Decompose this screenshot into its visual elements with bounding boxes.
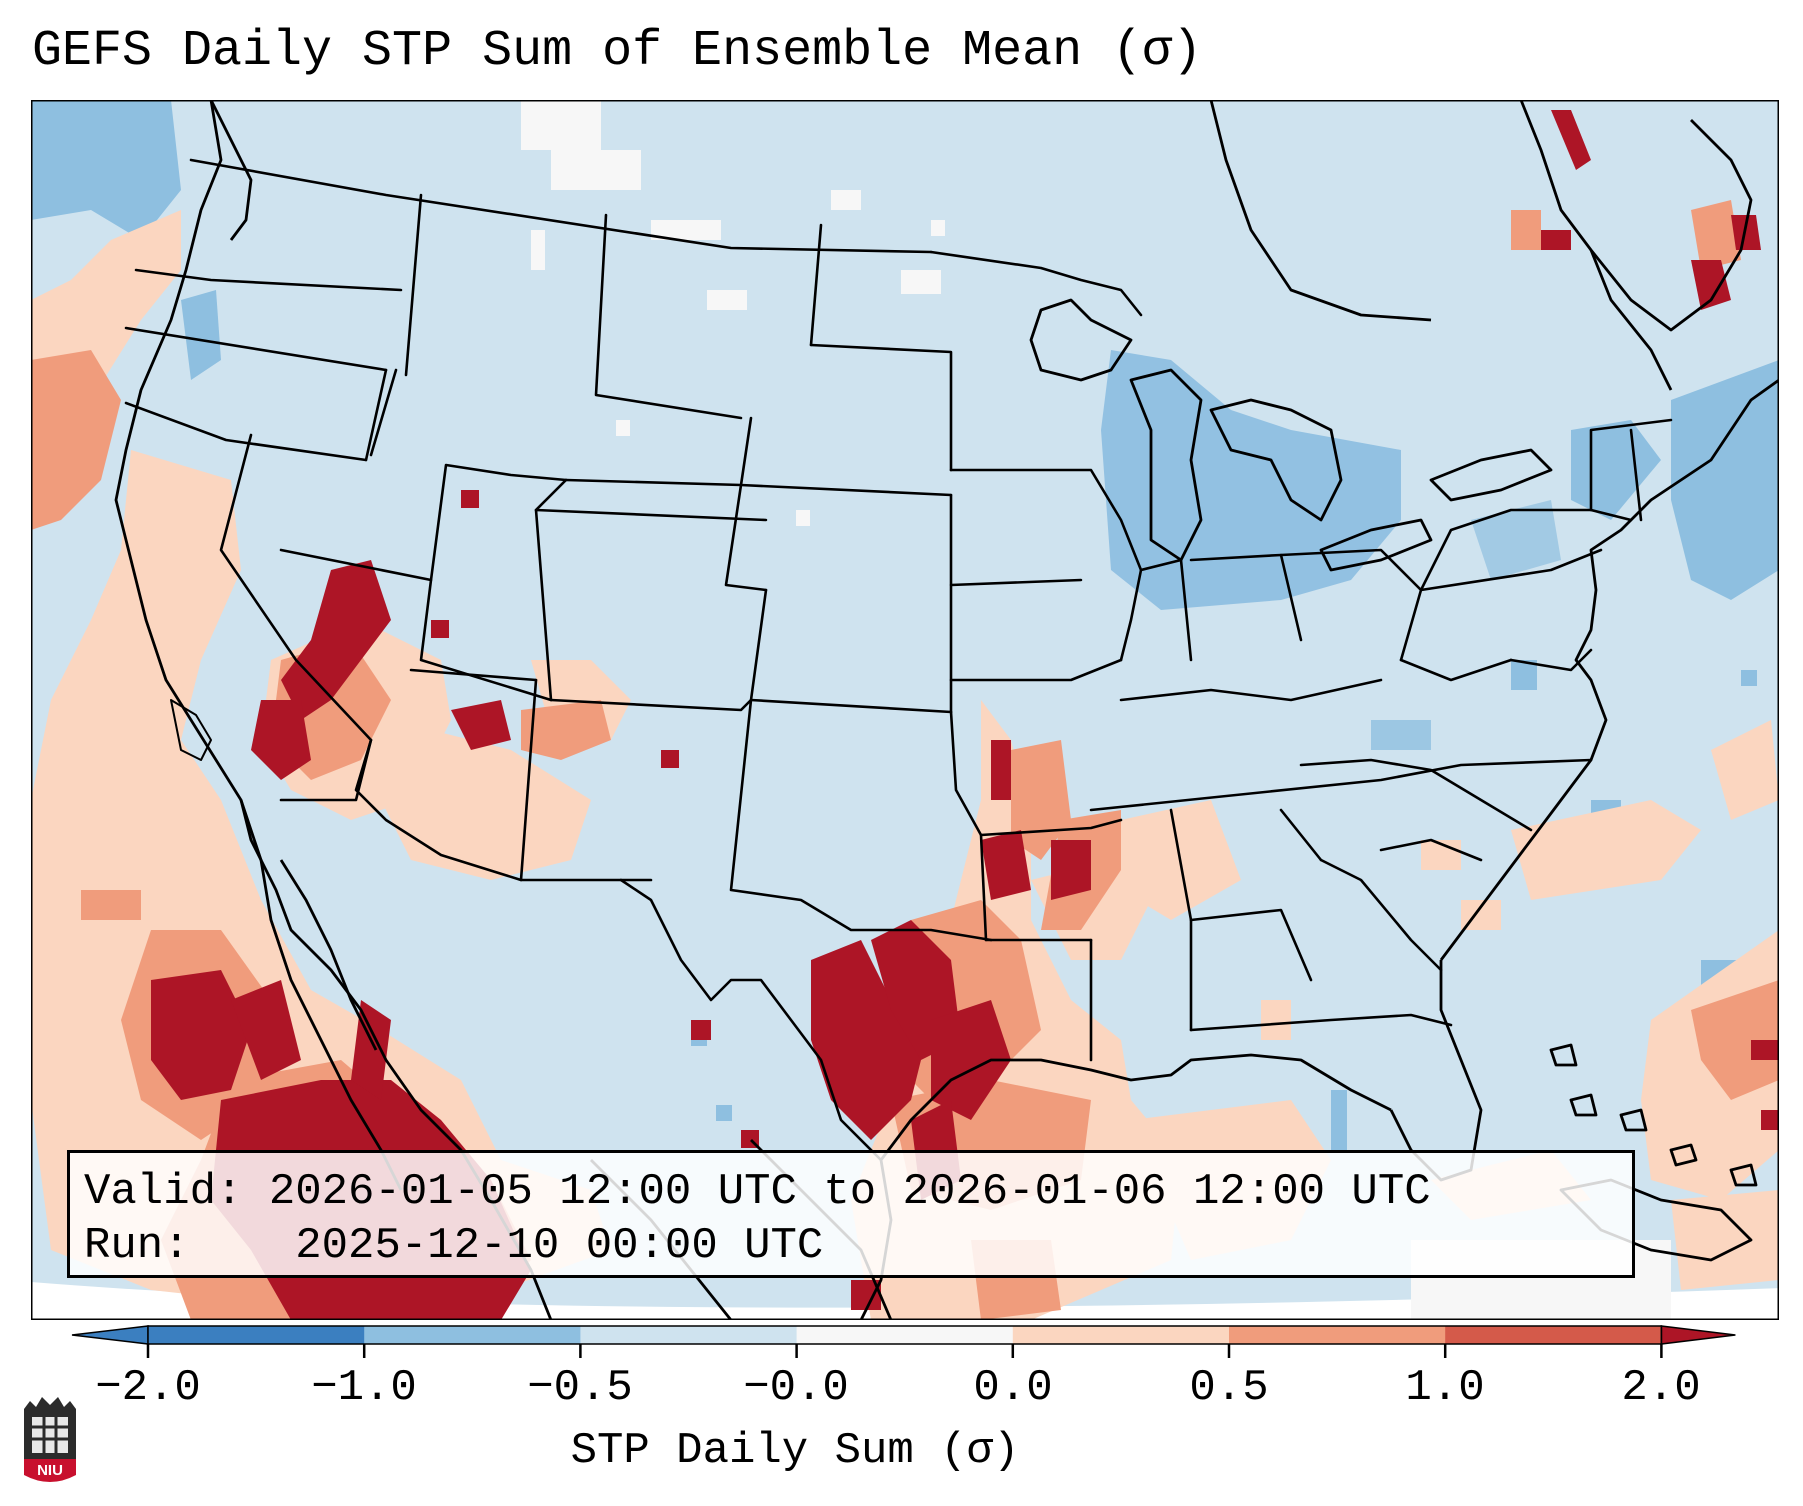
colorbar-tick: 0.0 <box>973 1363 1053 1413</box>
colorbar-tick: −0.0 <box>743 1363 849 1413</box>
colorbar-segment <box>1445 1326 1662 1344</box>
colorbar-tick: 2.0 <box>1621 1363 1701 1413</box>
valid-run-info: Valid: 2026-01-05 12:00 UTC to 2026-01-0… <box>67 1150 1635 1278</box>
state-boundaries <box>124 158 1673 1162</box>
colorbar-label: STP Daily Sum (σ) <box>570 1426 1020 1476</box>
run-value: 2025-12-10 00:00 UTC <box>295 1221 824 1271</box>
colorbar-segment <box>148 1326 365 1344</box>
colorbar-segment <box>580 1326 798 1344</box>
colorbar-segment <box>1012 1326 1230 1344</box>
run-label: Run: <box>84 1221 190 1271</box>
colorbar-extend-low <box>71 1325 149 1345</box>
negative-anomalies <box>31 100 1779 1150</box>
chart-title: GEFS Daily STP Sum of Ensemble Mean (σ) <box>32 23 1203 80</box>
niu-logo: NIU <box>24 1397 76 1482</box>
valid-value: 2026-01-05 12:00 UTC to 2026-01-06 12:00… <box>268 1167 1431 1217</box>
valid-label: Valid: <box>84 1167 243 1217</box>
logo-shield <box>24 1459 76 1482</box>
colorbar-segment <box>1229 1326 1446 1344</box>
stp-map <box>31 100 1779 1320</box>
colorbar-frame <box>147 1325 1663 1345</box>
logo-text: NIU <box>37 1462 63 1479</box>
colorbar <box>71 1325 1736 1358</box>
coastlines <box>114 100 1779 1320</box>
colorbar-tick: −2.0 <box>95 1363 201 1413</box>
colorbar-segment <box>796 1326 1014 1344</box>
colorbar-tick: −0.5 <box>527 1363 633 1413</box>
colorbar-segment <box>364 1326 581 1344</box>
colorbar-tick: 0.5 <box>1189 1363 1269 1413</box>
colorbar-extend-high <box>1660 1325 1736 1345</box>
colorbar-tick: 1.0 <box>1405 1363 1485 1413</box>
colorbar-tick: −1.0 <box>311 1363 417 1413</box>
